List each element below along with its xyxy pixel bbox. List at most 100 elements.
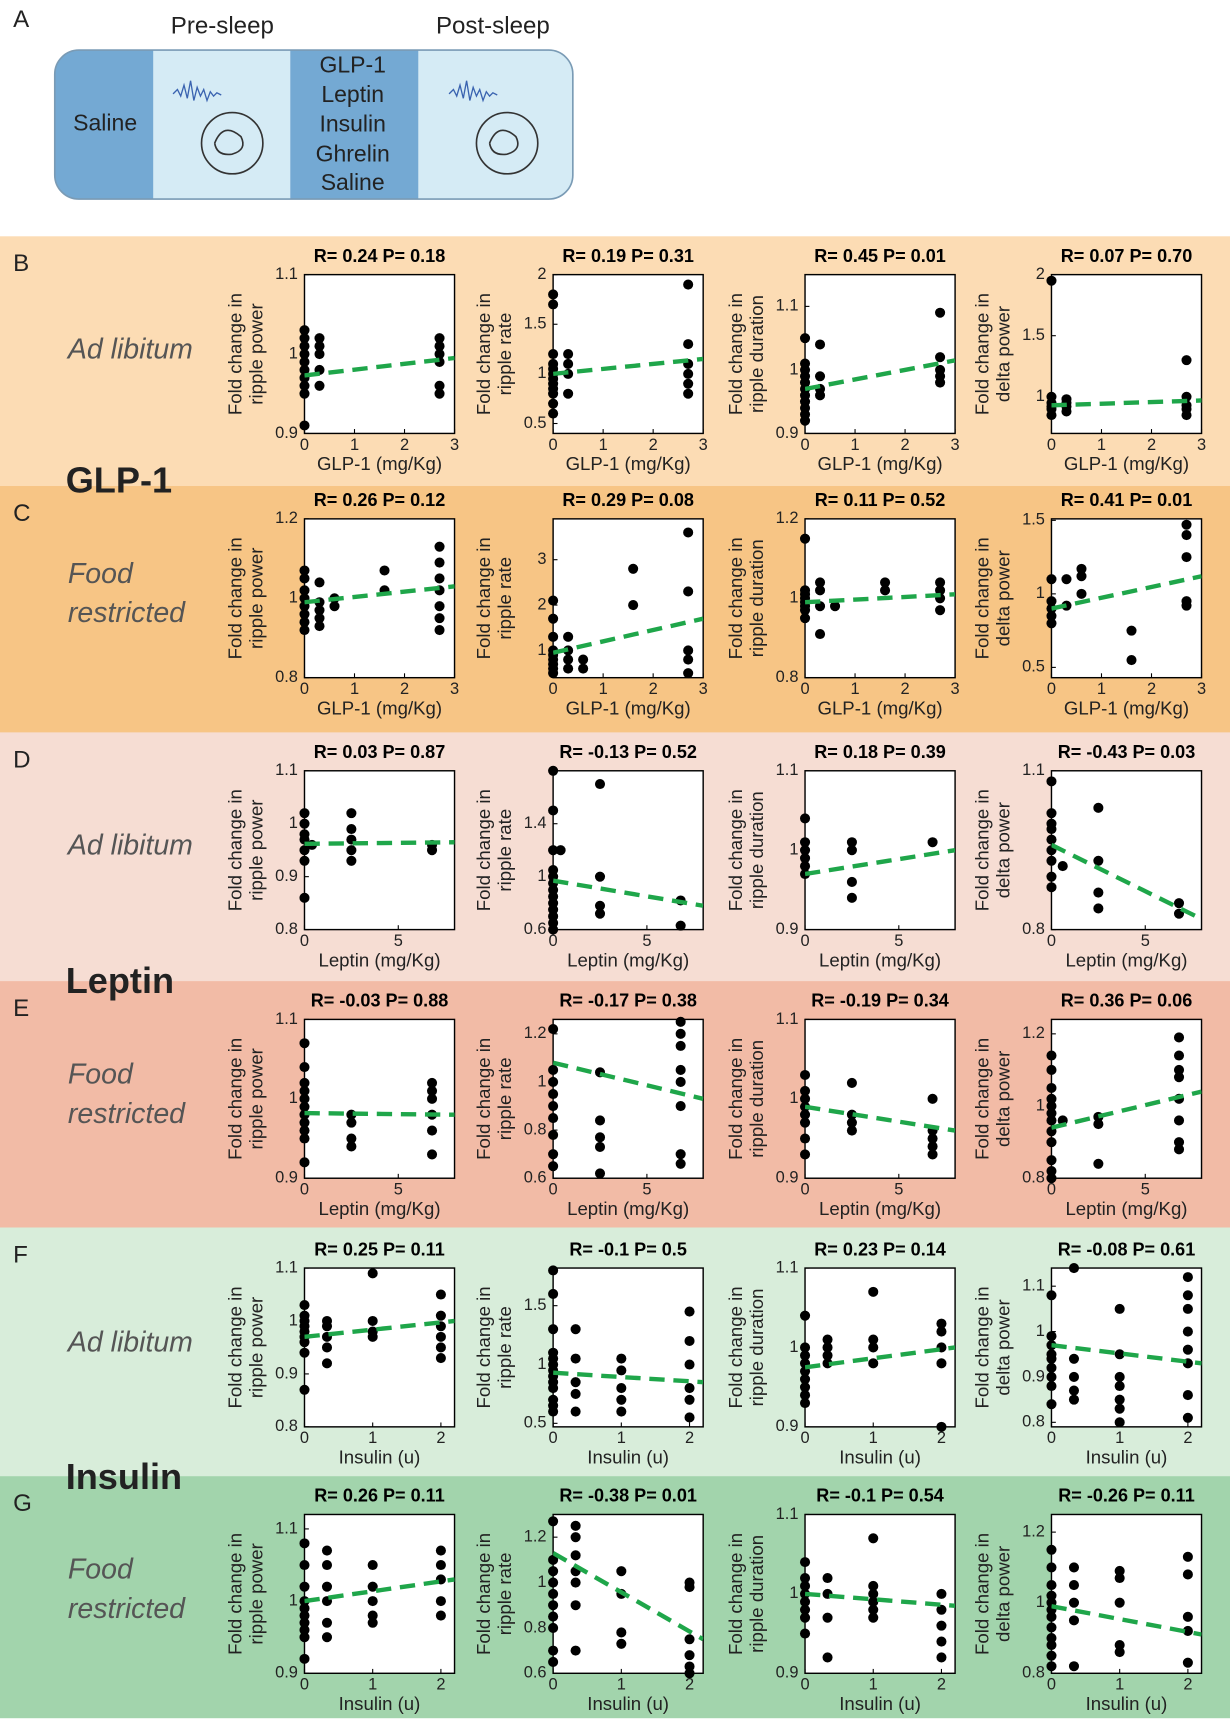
data-point	[1046, 574, 1056, 584]
data-point	[800, 359, 810, 369]
data-point	[299, 1348, 309, 1358]
data-point	[436, 1611, 446, 1621]
y-tick-label: 1	[537, 867, 546, 885]
x-tick-label: 1	[368, 1676, 377, 1694]
y-tick-label: 1.1	[776, 761, 799, 779]
chart-title: R= 0.11 P= 0.52	[815, 490, 946, 510]
x-tick-label: 1	[1097, 680, 1106, 698]
data-point	[548, 1024, 558, 1034]
data-point	[548, 614, 558, 624]
data-point	[936, 1621, 946, 1631]
panel-letter: C	[13, 500, 30, 527]
data-point	[368, 1327, 378, 1337]
x-tick-label: 1	[1115, 1676, 1124, 1694]
data-point	[548, 409, 558, 419]
data-point	[684, 1634, 694, 1644]
data-point	[676, 921, 686, 931]
x-axis-label: Leptin (mg/Kg)	[819, 1198, 941, 1219]
data-point	[1069, 1661, 1079, 1671]
x-axis-label: Insulin (u)	[339, 1447, 421, 1468]
data-point	[1046, 1651, 1056, 1661]
data-point	[1046, 1580, 1056, 1590]
x-tick-label: 0	[300, 932, 309, 950]
data-point	[322, 1632, 332, 1642]
x-tick-label: 0	[1047, 1429, 1056, 1447]
plot-area	[304, 275, 454, 434]
y-tick-label: 1.1	[776, 297, 799, 315]
y-tick-label: 0.8	[1022, 1664, 1045, 1682]
data-point	[683, 654, 693, 664]
y-axis-label: Fold change in	[473, 293, 494, 415]
data-point	[314, 577, 324, 587]
data-point	[1069, 1263, 1079, 1273]
data-point	[595, 779, 605, 789]
data-point	[1069, 1354, 1079, 1364]
x-tick-label: 2	[1183, 1429, 1192, 1447]
data-point	[556, 845, 566, 855]
condition-label: Food	[68, 1553, 134, 1585]
data-point	[548, 1265, 558, 1275]
x-tick-label: 1	[617, 1676, 626, 1694]
data-point	[322, 1618, 332, 1628]
data-point	[299, 893, 309, 903]
data-point	[1093, 903, 1103, 913]
data-point	[684, 1661, 694, 1671]
data-point	[595, 1142, 605, 1152]
y-axis-label: ripple power	[245, 303, 266, 404]
x-axis-label: Insulin (u)	[339, 1693, 421, 1714]
data-point	[815, 577, 825, 587]
plot-area	[304, 1514, 454, 1673]
data-point	[571, 1389, 581, 1399]
x-axis-label: Leptin (mg/Kg)	[819, 949, 941, 970]
chart-title: R= 0.07 P= 0.70	[1061, 246, 1193, 266]
y-tick-label: 0.8	[524, 1120, 547, 1138]
panel-letter: F	[13, 1241, 28, 1268]
panel-letter: D	[13, 746, 30, 773]
y-axis-label: delta power	[992, 306, 1013, 402]
data-point	[1046, 1065, 1056, 1075]
x-tick-label: 3	[951, 680, 960, 698]
y-axis-label: ripple power	[245, 548, 266, 649]
data-point	[548, 1516, 558, 1526]
data-point	[616, 1365, 626, 1375]
data-point	[322, 1316, 332, 1326]
group-label: Insulin	[66, 1456, 182, 1497]
x-tick-label: 5	[1141, 932, 1150, 950]
y-tick-label: 1.2	[275, 509, 298, 527]
y-tick-label: 1	[289, 814, 298, 832]
data-point	[346, 856, 356, 866]
data-point	[299, 1157, 309, 1167]
y-tick-label: 1.5	[524, 315, 547, 333]
x-tick-label: 0	[800, 1181, 809, 1199]
data-point	[571, 1354, 581, 1364]
x-axis-label: GLP-1 (mg/Kg)	[1064, 697, 1189, 718]
data-point	[299, 585, 309, 595]
y-tick-label: 0.9	[275, 424, 298, 442]
data-point	[548, 1149, 558, 1159]
data-point	[616, 1566, 626, 1576]
x-tick-label: 0	[549, 680, 558, 698]
y-axis-label: Fold change in	[725, 1533, 746, 1655]
x-tick-label: 1	[368, 1429, 377, 1447]
x-axis-label: Leptin (mg/Kg)	[318, 949, 440, 970]
data-point	[936, 1422, 946, 1432]
data-point	[815, 371, 825, 381]
data-point	[1115, 1304, 1125, 1314]
data-point	[1115, 1381, 1125, 1391]
data-point	[683, 369, 693, 379]
data-point	[1046, 1155, 1056, 1165]
data-point	[548, 1130, 558, 1140]
x-tick-label: 0	[300, 1181, 309, 1199]
data-point	[616, 1627, 626, 1637]
data-point	[1183, 1413, 1193, 1423]
chart-title: R= -0.03 P= 0.88	[311, 991, 449, 1011]
data-point	[1181, 355, 1191, 365]
data-point	[548, 1348, 558, 1358]
data-point	[936, 1358, 946, 1368]
data-point	[684, 1412, 694, 1422]
data-point	[548, 1600, 558, 1610]
data-point	[1181, 530, 1191, 540]
y-tick-label: 1.1	[1022, 1277, 1045, 1295]
x-axis-label: Insulin (u)	[587, 1693, 669, 1714]
data-point	[1069, 1386, 1079, 1396]
